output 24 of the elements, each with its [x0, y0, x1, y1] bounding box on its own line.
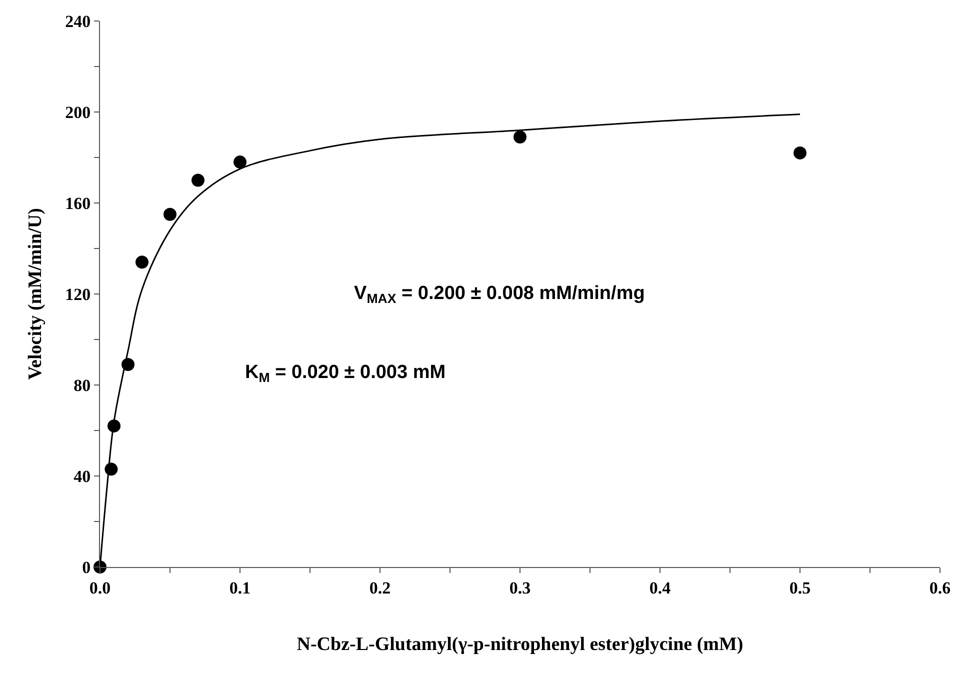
- y-tick-label: 40: [74, 466, 91, 486]
- x-tick-label: 0.6: [929, 578, 951, 598]
- point: [794, 146, 806, 160]
- point: [164, 208, 176, 221]
- y-axis-title: Velocity (mM/min/U): [24, 208, 46, 380]
- x-tick-label: 0.0: [89, 578, 111, 598]
- point: [514, 130, 526, 144]
- annotation: V$_{MAX}$ = 0.200 ± 0.008 mM/min/mg: [354, 283, 645, 306]
- point: [136, 256, 148, 269]
- x-axis-title: N-Cbz-L-Glutamyl(γ-p-nitrophenyl ester)glycine (mM): [296, 634, 744, 656]
- x-tick-label: 0.2: [369, 578, 391, 598]
- y-tick-label: 160: [65, 194, 91, 213]
- x-tick-label: 0.1: [229, 578, 251, 598]
- x-tick-label: 0.5: [789, 578, 811, 598]
- x-tick-label: 0.4: [649, 578, 672, 598]
- y-tick-label: 80: [74, 376, 91, 395]
- annotation: K$_{M}$ = 0.020 ± 0.003 mM: [245, 362, 446, 385]
- y-tick-label: 0: [82, 558, 91, 577]
- y-tick-label: 200: [65, 102, 91, 122]
- y-tick-label: 120: [65, 284, 91, 304]
- point: [234, 156, 246, 169]
- point: [192, 174, 204, 187]
- y-tick-label: 240: [65, 12, 91, 31]
- x-tick-label: 0.3: [509, 578, 531, 598]
